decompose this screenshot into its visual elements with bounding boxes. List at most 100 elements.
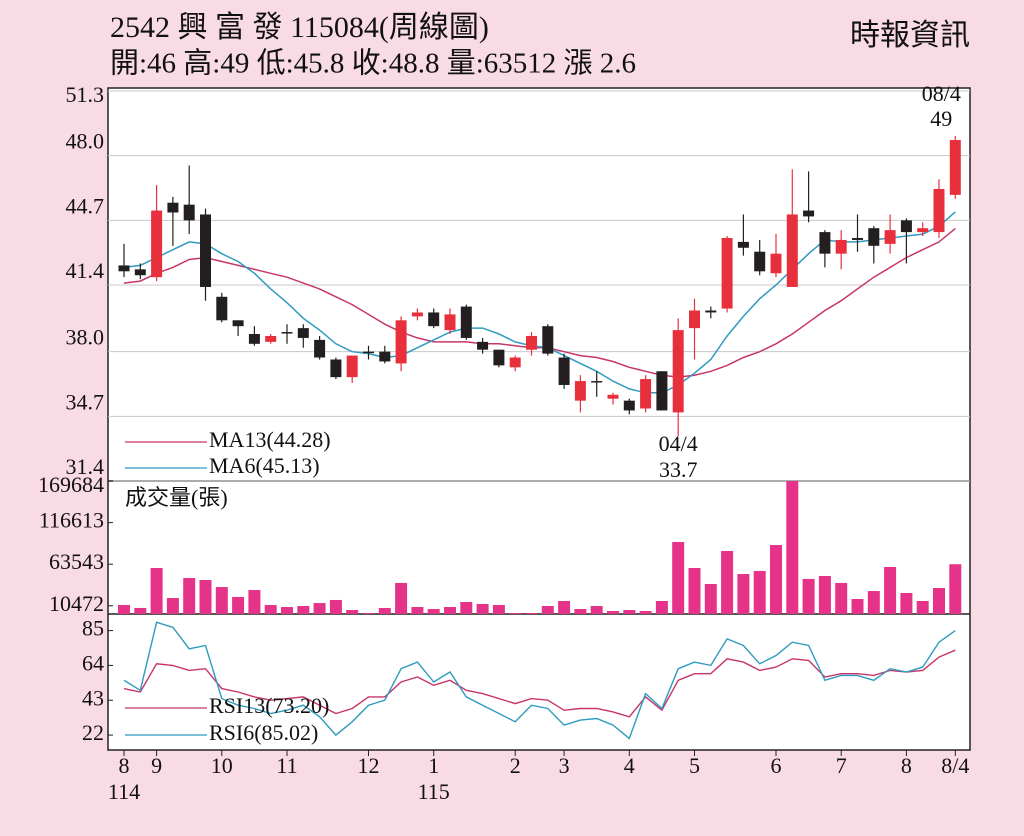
x-tick-label: 10 bbox=[211, 753, 233, 778]
x-tick-label: 8 bbox=[901, 753, 912, 778]
x-tick-label: 5 bbox=[689, 753, 700, 778]
y-tick-label: 41.4 bbox=[66, 258, 105, 283]
ma-line bbox=[123, 211, 956, 394]
y-tick-label: 31.4 bbox=[66, 454, 105, 479]
candle-body bbox=[705, 310, 717, 313]
candle-body bbox=[232, 320, 244, 327]
y-tick-label: 63543 bbox=[49, 549, 104, 574]
x-tick-label: 8 bbox=[119, 753, 130, 778]
plot-layer: 31.434.738.041.444.748.051.3 08/44904/433… bbox=[38, 81, 970, 804]
annotation: 33.7 bbox=[659, 457, 698, 482]
y-tick-label: 48.0 bbox=[66, 129, 105, 154]
volume-bar bbox=[183, 578, 196, 614]
volume-bar bbox=[688, 567, 701, 614]
volume-bar bbox=[411, 607, 424, 614]
source: 時報資訊 bbox=[850, 19, 970, 52]
y-tick-label: 44.7 bbox=[66, 193, 105, 218]
volume-bar bbox=[558, 600, 571, 614]
volume-bar bbox=[264, 604, 277, 614]
volume-bar bbox=[933, 587, 945, 614]
y-tick-label: 116613 bbox=[39, 508, 104, 533]
volume-bar bbox=[492, 604, 505, 614]
candle-body bbox=[900, 220, 912, 233]
candle-body bbox=[444, 314, 456, 331]
candle-body bbox=[933, 188, 945, 233]
x-year-label: 115 bbox=[418, 779, 450, 804]
x-tick-label: 9 bbox=[151, 753, 162, 778]
candle-body bbox=[346, 355, 358, 378]
candle-body bbox=[411, 312, 423, 317]
volume-bar bbox=[884, 566, 897, 614]
volume-bar bbox=[362, 612, 375, 614]
volume-bar bbox=[525, 612, 538, 614]
x-tick-label: 8/4 bbox=[941, 753, 969, 778]
rsi-line bbox=[123, 649, 956, 718]
volume-bar bbox=[753, 570, 766, 614]
candle-body bbox=[167, 202, 179, 213]
chart-subtitle: 開:46 高:49 低:45.8 收:48.8 量:63512 漲 2.6 bbox=[110, 47, 636, 80]
volume-bar bbox=[607, 611, 619, 614]
volume-bar bbox=[737, 574, 750, 614]
volume-bar bbox=[395, 582, 408, 614]
y-tick-label: 64 bbox=[82, 650, 104, 675]
candle-body bbox=[754, 251, 766, 272]
volume-bar bbox=[199, 579, 212, 614]
candle-body bbox=[526, 335, 537, 350]
y-tick-label: 43 bbox=[82, 685, 104, 710]
volume-bar bbox=[704, 583, 717, 614]
y-tick-label: 34.7 bbox=[66, 389, 105, 414]
candle-body bbox=[689, 310, 700, 329]
candle-body bbox=[640, 379, 652, 409]
annotation: 04/4 bbox=[659, 431, 698, 456]
annotation: 49 bbox=[930, 106, 952, 131]
volume-bar bbox=[329, 599, 342, 614]
volume-bar bbox=[916, 600, 929, 614]
volume-bar bbox=[786, 481, 799, 614]
y-tick-label: 85 bbox=[82, 616, 104, 641]
candle-body bbox=[493, 349, 505, 366]
volume-bar bbox=[623, 610, 636, 614]
volume-bar bbox=[297, 606, 310, 614]
legend-label: MA13(44.28) bbox=[209, 427, 331, 452]
ma-line bbox=[123, 228, 956, 378]
candle-body bbox=[737, 241, 749, 248]
candle-body bbox=[868, 228, 880, 246]
candle-body bbox=[574, 381, 586, 401]
rsi-line bbox=[123, 621, 956, 740]
candle-body bbox=[460, 306, 472, 338]
candle-body bbox=[151, 210, 163, 278]
legend-label: RSI13(73.20) bbox=[209, 693, 329, 718]
y-tick-label: 51.3 bbox=[66, 82, 105, 107]
candle-body bbox=[835, 239, 847, 254]
candle-body bbox=[949, 139, 961, 195]
volume-bar bbox=[460, 602, 473, 614]
candle-body bbox=[314, 339, 326, 358]
candle-body bbox=[265, 335, 277, 342]
candle-body bbox=[591, 381, 603, 383]
volume-bar bbox=[248, 590, 261, 614]
y-tick-label: 169684 bbox=[38, 472, 104, 497]
candle-body bbox=[770, 253, 782, 274]
annotation: 08/4 bbox=[922, 81, 961, 106]
volume-bar bbox=[313, 603, 326, 614]
volume-bar bbox=[639, 611, 652, 614]
candle-body bbox=[542, 326, 554, 354]
candle-body bbox=[477, 341, 489, 350]
volume-bar bbox=[574, 608, 587, 614]
legend-label: MA6(45.13) bbox=[209, 453, 320, 478]
x-tick-label: 3 bbox=[559, 753, 570, 778]
volume-bar bbox=[150, 567, 163, 614]
candle-body bbox=[297, 328, 309, 338]
volume-bar bbox=[818, 575, 831, 614]
x-year-label: 114 bbox=[108, 779, 140, 804]
candle-body bbox=[786, 214, 798, 287]
volume-bar bbox=[232, 596, 245, 614]
volume-bar bbox=[900, 592, 913, 614]
candle-body bbox=[379, 351, 391, 362]
candle-body bbox=[884, 230, 896, 244]
volume-bar bbox=[541, 606, 554, 614]
volume-bar bbox=[166, 598, 179, 614]
candle-body bbox=[852, 237, 863, 240]
candle-body bbox=[558, 357, 570, 385]
candle-body bbox=[623, 400, 635, 411]
